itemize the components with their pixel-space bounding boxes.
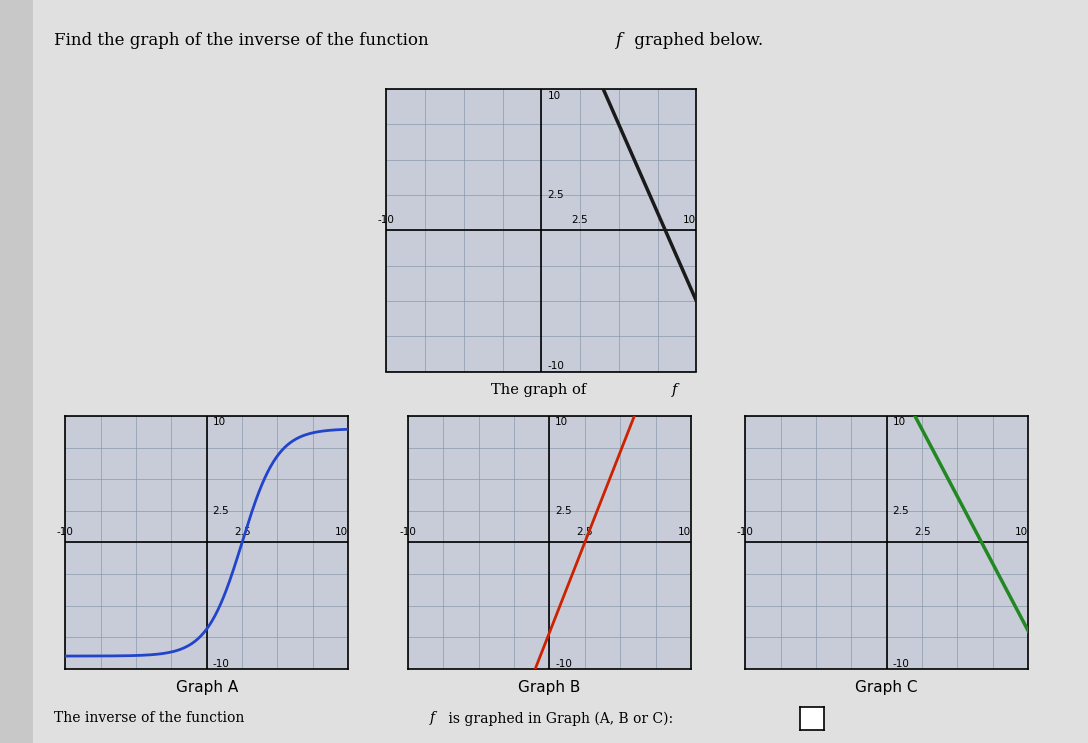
Text: 2.5: 2.5	[547, 190, 564, 200]
Text: -10: -10	[547, 362, 565, 372]
Text: is graphed in Graph (A, B or C):: is graphed in Graph (A, B or C):	[444, 711, 673, 726]
Text: 10: 10	[212, 418, 225, 427]
Text: 10: 10	[555, 418, 568, 427]
Text: 10: 10	[678, 528, 691, 537]
Text: -10: -10	[57, 528, 74, 537]
Text: -10: -10	[212, 659, 230, 669]
Text: 10: 10	[683, 215, 696, 224]
Text: The graph of: The graph of	[491, 383, 591, 397]
Text: f: f	[672, 383, 678, 397]
Text: f: f	[615, 33, 621, 49]
Text: 2.5: 2.5	[577, 528, 593, 537]
Text: graphed below.: graphed below.	[629, 33, 763, 49]
Text: Graph B: Graph B	[518, 680, 581, 695]
Text: 10: 10	[335, 528, 348, 537]
Text: Find the graph of the inverse of the function: Find the graph of the inverse of the fun…	[54, 33, 434, 49]
Text: -10: -10	[378, 215, 395, 224]
Text: 2.5: 2.5	[914, 528, 930, 537]
Text: Graph A: Graph A	[175, 680, 238, 695]
Text: Graph C: Graph C	[855, 680, 918, 695]
Text: -10: -10	[399, 528, 417, 537]
Text: -10: -10	[737, 528, 754, 537]
Text: 10: 10	[1015, 528, 1028, 537]
Text: 10: 10	[892, 418, 905, 427]
Text: 2.5: 2.5	[555, 506, 571, 516]
Text: 2.5: 2.5	[571, 215, 589, 224]
Text: 2.5: 2.5	[212, 506, 228, 516]
Text: 2.5: 2.5	[234, 528, 250, 537]
Text: 2.5: 2.5	[892, 506, 908, 516]
Text: -10: -10	[555, 659, 572, 669]
Text: The inverse of the function: The inverse of the function	[54, 712, 249, 725]
Text: f: f	[430, 712, 435, 725]
Text: -10: -10	[892, 659, 910, 669]
Text: 10: 10	[547, 91, 560, 101]
